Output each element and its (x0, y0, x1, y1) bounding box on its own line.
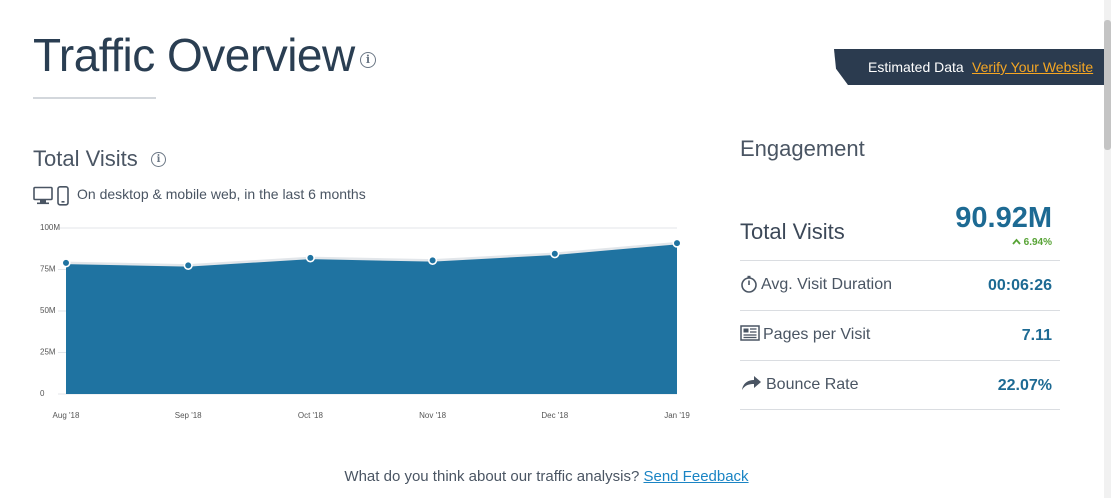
divider (740, 360, 1060, 361)
visits-subtitle: On desktop & mobile web, in the last 6 m… (77, 186, 366, 202)
x-tick-label: Dec '18 (541, 411, 568, 420)
x-tick-label: Jan '19 (664, 411, 690, 420)
bounce-rate-label: Bounce Rate (766, 376, 859, 393)
info-icon[interactable]: i (151, 152, 166, 167)
estimated-data-banner: Estimated Data Verify Your Website (834, 49, 1111, 85)
data-point (550, 249, 560, 259)
desktop-icon (33, 186, 53, 205)
y-tick-label: 25M (40, 348, 56, 357)
data-point (305, 253, 316, 263)
x-tick-label: Nov '18 (419, 411, 446, 420)
avg-visit-duration-label: Avg. Visit Duration (761, 276, 893, 293)
x-tick-label: Oct '18 (298, 411, 324, 420)
send-feedback-link[interactable]: Send Feedback (643, 468, 749, 485)
change-value: 6.94% (1023, 237, 1052, 248)
data-point (428, 255, 438, 265)
page-title: Traffic Overview (33, 29, 355, 81)
up-arrow-icon (1012, 237, 1024, 248)
x-tick-label: Sep '18 (175, 411, 202, 420)
pages-per-visit-label: Pages per Visit (763, 326, 871, 343)
visits-area (66, 243, 677, 394)
total-visits-change: 6.94% (990, 237, 1052, 248)
y-tick-label: 75M (40, 265, 56, 274)
device-icons (33, 186, 73, 211)
estimated-data-label: Estimated Data (868, 59, 964, 75)
engagement-title: Engagement (740, 136, 865, 161)
pages-per-visit-value: 7.11 (1021, 327, 1052, 344)
total-visits-value: 90.92M (955, 202, 1052, 234)
y-tick-label: 0 (40, 389, 45, 398)
info-icon[interactable]: i (360, 52, 376, 68)
verify-website-link[interactable]: Verify Your Website (972, 59, 1094, 75)
total-visits-title: Total Visits (33, 146, 138, 171)
data-point (61, 258, 71, 268)
total-visits-label: Total Visits (740, 219, 845, 244)
data-point (672, 238, 682, 248)
avg-visit-duration-value: 00:06:26 (987, 277, 1052, 294)
data-point (183, 260, 193, 270)
bounce-rate-value: 22.07% (997, 377, 1052, 394)
visits-line (65, 241, 678, 267)
divider (740, 310, 1060, 311)
stopwatch-icon (740, 275, 758, 298)
divider (740, 260, 1060, 261)
scrollbar-thumb[interactable] (1104, 20, 1111, 150)
divider (740, 409, 1060, 410)
y-tick-label: 50M (40, 306, 56, 315)
scrollbar[interactable] (1104, 0, 1111, 498)
x-tick-label: Aug '18 (53, 411, 80, 420)
feedback-question: What do you think about our traffic anal… (344, 468, 640, 485)
title-underline (33, 97, 156, 99)
total-visits-chart: 0 25M 50M 75M 100M Aug '18 Sep '18 Oct '18 Nov … (40, 223, 690, 420)
y-tick-label: 100M (40, 223, 60, 232)
mobile-icon (57, 186, 69, 206)
pages-icon (740, 325, 760, 346)
feedback-prompt: What do you think about our traffic anal… (0, 468, 1093, 485)
bounce-arrow-icon (740, 375, 762, 396)
